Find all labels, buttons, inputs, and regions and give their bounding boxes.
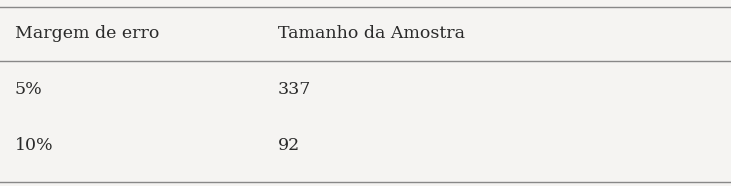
Text: 337: 337 <box>278 81 311 98</box>
Text: 10%: 10% <box>15 137 53 154</box>
Text: Margem de erro: Margem de erro <box>15 25 159 42</box>
Text: Tamanho da Amostra: Tamanho da Amostra <box>278 25 465 42</box>
Text: 92: 92 <box>278 137 300 154</box>
Text: 5%: 5% <box>15 81 42 98</box>
